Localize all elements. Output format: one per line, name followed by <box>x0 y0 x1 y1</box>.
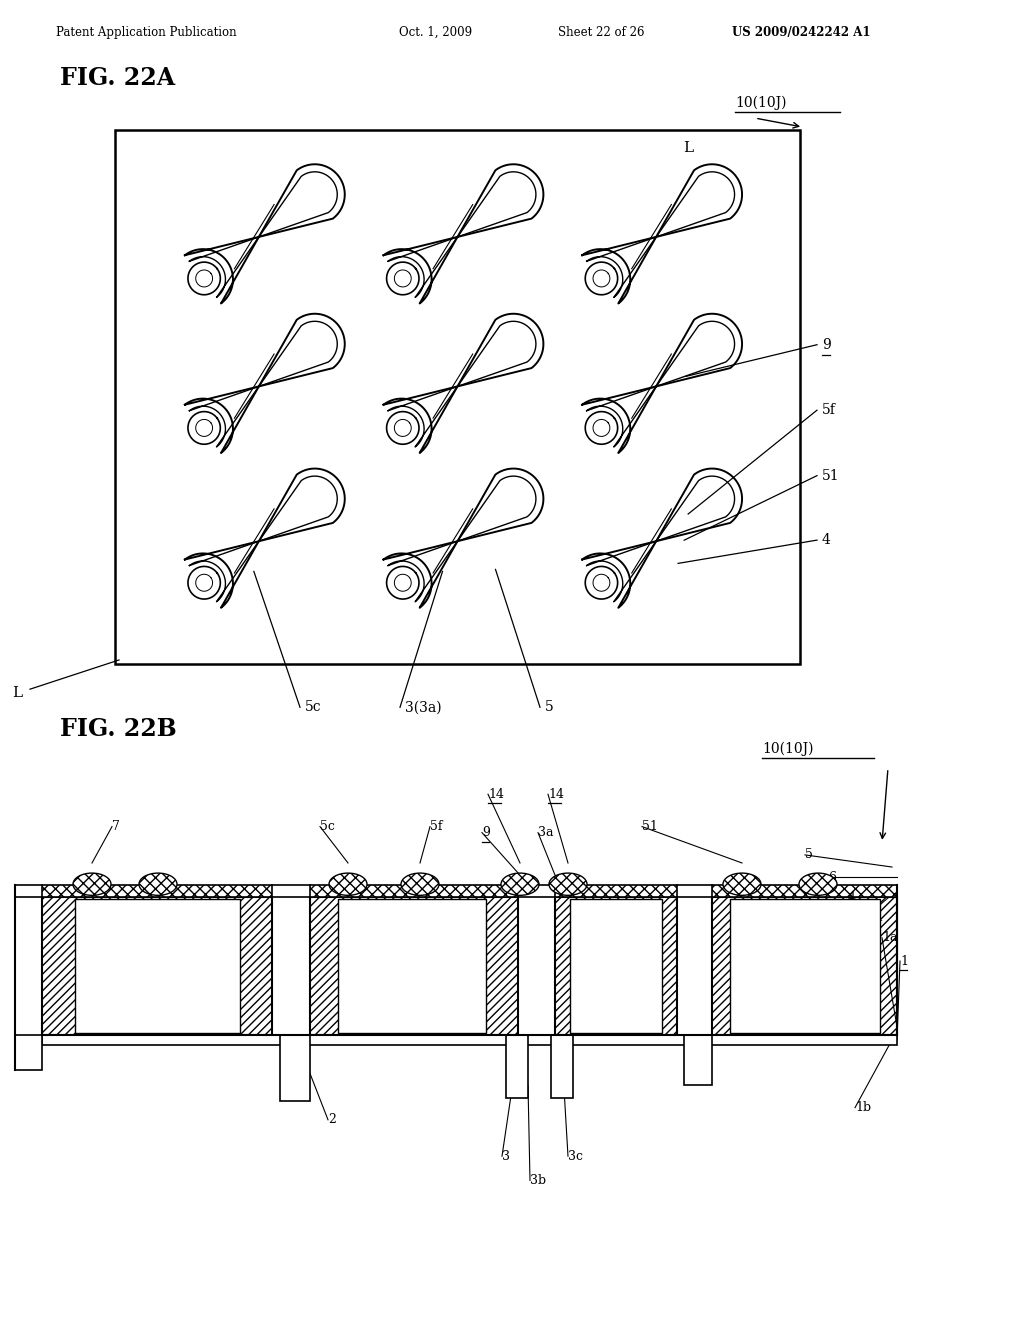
Text: 3a: 3a <box>538 826 554 840</box>
Text: 14: 14 <box>548 788 564 801</box>
Text: 10(10J): 10(10J) <box>762 742 813 756</box>
Bar <box>338 899 486 1032</box>
Ellipse shape <box>73 873 111 895</box>
Bar <box>712 898 897 1035</box>
Text: 51: 51 <box>822 469 840 483</box>
Text: L: L <box>12 686 23 700</box>
Text: Patent Application Publication: Patent Application Publication <box>56 25 237 38</box>
Bar <box>310 886 518 898</box>
Text: US 2009/0242242 A1: US 2009/0242242 A1 <box>732 25 870 38</box>
Ellipse shape <box>723 873 761 895</box>
Text: 14: 14 <box>488 788 504 801</box>
Ellipse shape <box>401 873 439 895</box>
Bar <box>555 898 677 1035</box>
Text: 2: 2 <box>328 1113 336 1126</box>
Bar <box>310 898 518 1035</box>
Text: 6: 6 <box>828 871 836 883</box>
Bar <box>310 898 518 1035</box>
Text: 5f: 5f <box>822 403 836 417</box>
Text: Oct. 1, 2009: Oct. 1, 2009 <box>399 25 472 38</box>
Text: 4: 4 <box>848 891 856 904</box>
Text: L: L <box>683 141 693 156</box>
Text: 1a: 1a <box>882 932 897 944</box>
Text: 1b: 1b <box>855 1101 871 1114</box>
Text: 10(10J): 10(10J) <box>735 95 786 110</box>
Bar <box>310 886 518 898</box>
Bar <box>280 1035 310 1101</box>
Text: 9: 9 <box>822 338 830 351</box>
Bar <box>712 898 897 1035</box>
Ellipse shape <box>501 873 539 895</box>
Ellipse shape <box>799 873 837 895</box>
Text: 9: 9 <box>482 826 489 840</box>
Ellipse shape <box>549 873 587 895</box>
Text: 5: 5 <box>545 701 554 714</box>
Text: FIG. 22A: FIG. 22A <box>60 66 175 90</box>
Text: FIG. 22B: FIG. 22B <box>60 717 176 741</box>
Text: 5c: 5c <box>319 820 335 833</box>
Bar <box>712 886 897 898</box>
Text: 1: 1 <box>900 954 908 968</box>
Text: 5f: 5f <box>430 820 442 833</box>
Bar <box>42 886 272 898</box>
Text: 3: 3 <box>502 1150 510 1163</box>
Bar <box>42 886 272 898</box>
Bar <box>730 899 880 1032</box>
Text: Sheet 22 of 26: Sheet 22 of 26 <box>558 25 644 38</box>
Bar <box>570 899 662 1032</box>
Text: 1A: 1A <box>865 911 882 924</box>
Bar <box>506 1035 528 1097</box>
Ellipse shape <box>329 873 367 895</box>
Text: 7: 7 <box>112 820 120 833</box>
Bar <box>75 899 240 1032</box>
Text: 5: 5 <box>805 849 813 862</box>
Text: 3b: 3b <box>530 1173 546 1187</box>
Text: 51: 51 <box>642 820 657 833</box>
Bar <box>555 898 677 1035</box>
Bar <box>684 1035 712 1085</box>
Bar <box>551 1035 573 1097</box>
Text: 4: 4 <box>822 533 830 546</box>
Bar <box>555 886 677 898</box>
Text: 5c: 5c <box>305 701 322 714</box>
Text: 3c: 3c <box>568 1150 583 1163</box>
Bar <box>115 131 800 664</box>
Bar <box>42 898 272 1035</box>
Bar <box>712 886 897 898</box>
Bar <box>15 1035 42 1071</box>
Bar <box>42 898 272 1035</box>
Ellipse shape <box>139 873 177 895</box>
Bar <box>555 886 677 898</box>
Text: 3(3a): 3(3a) <box>406 701 441 714</box>
Bar <box>42 1035 897 1045</box>
